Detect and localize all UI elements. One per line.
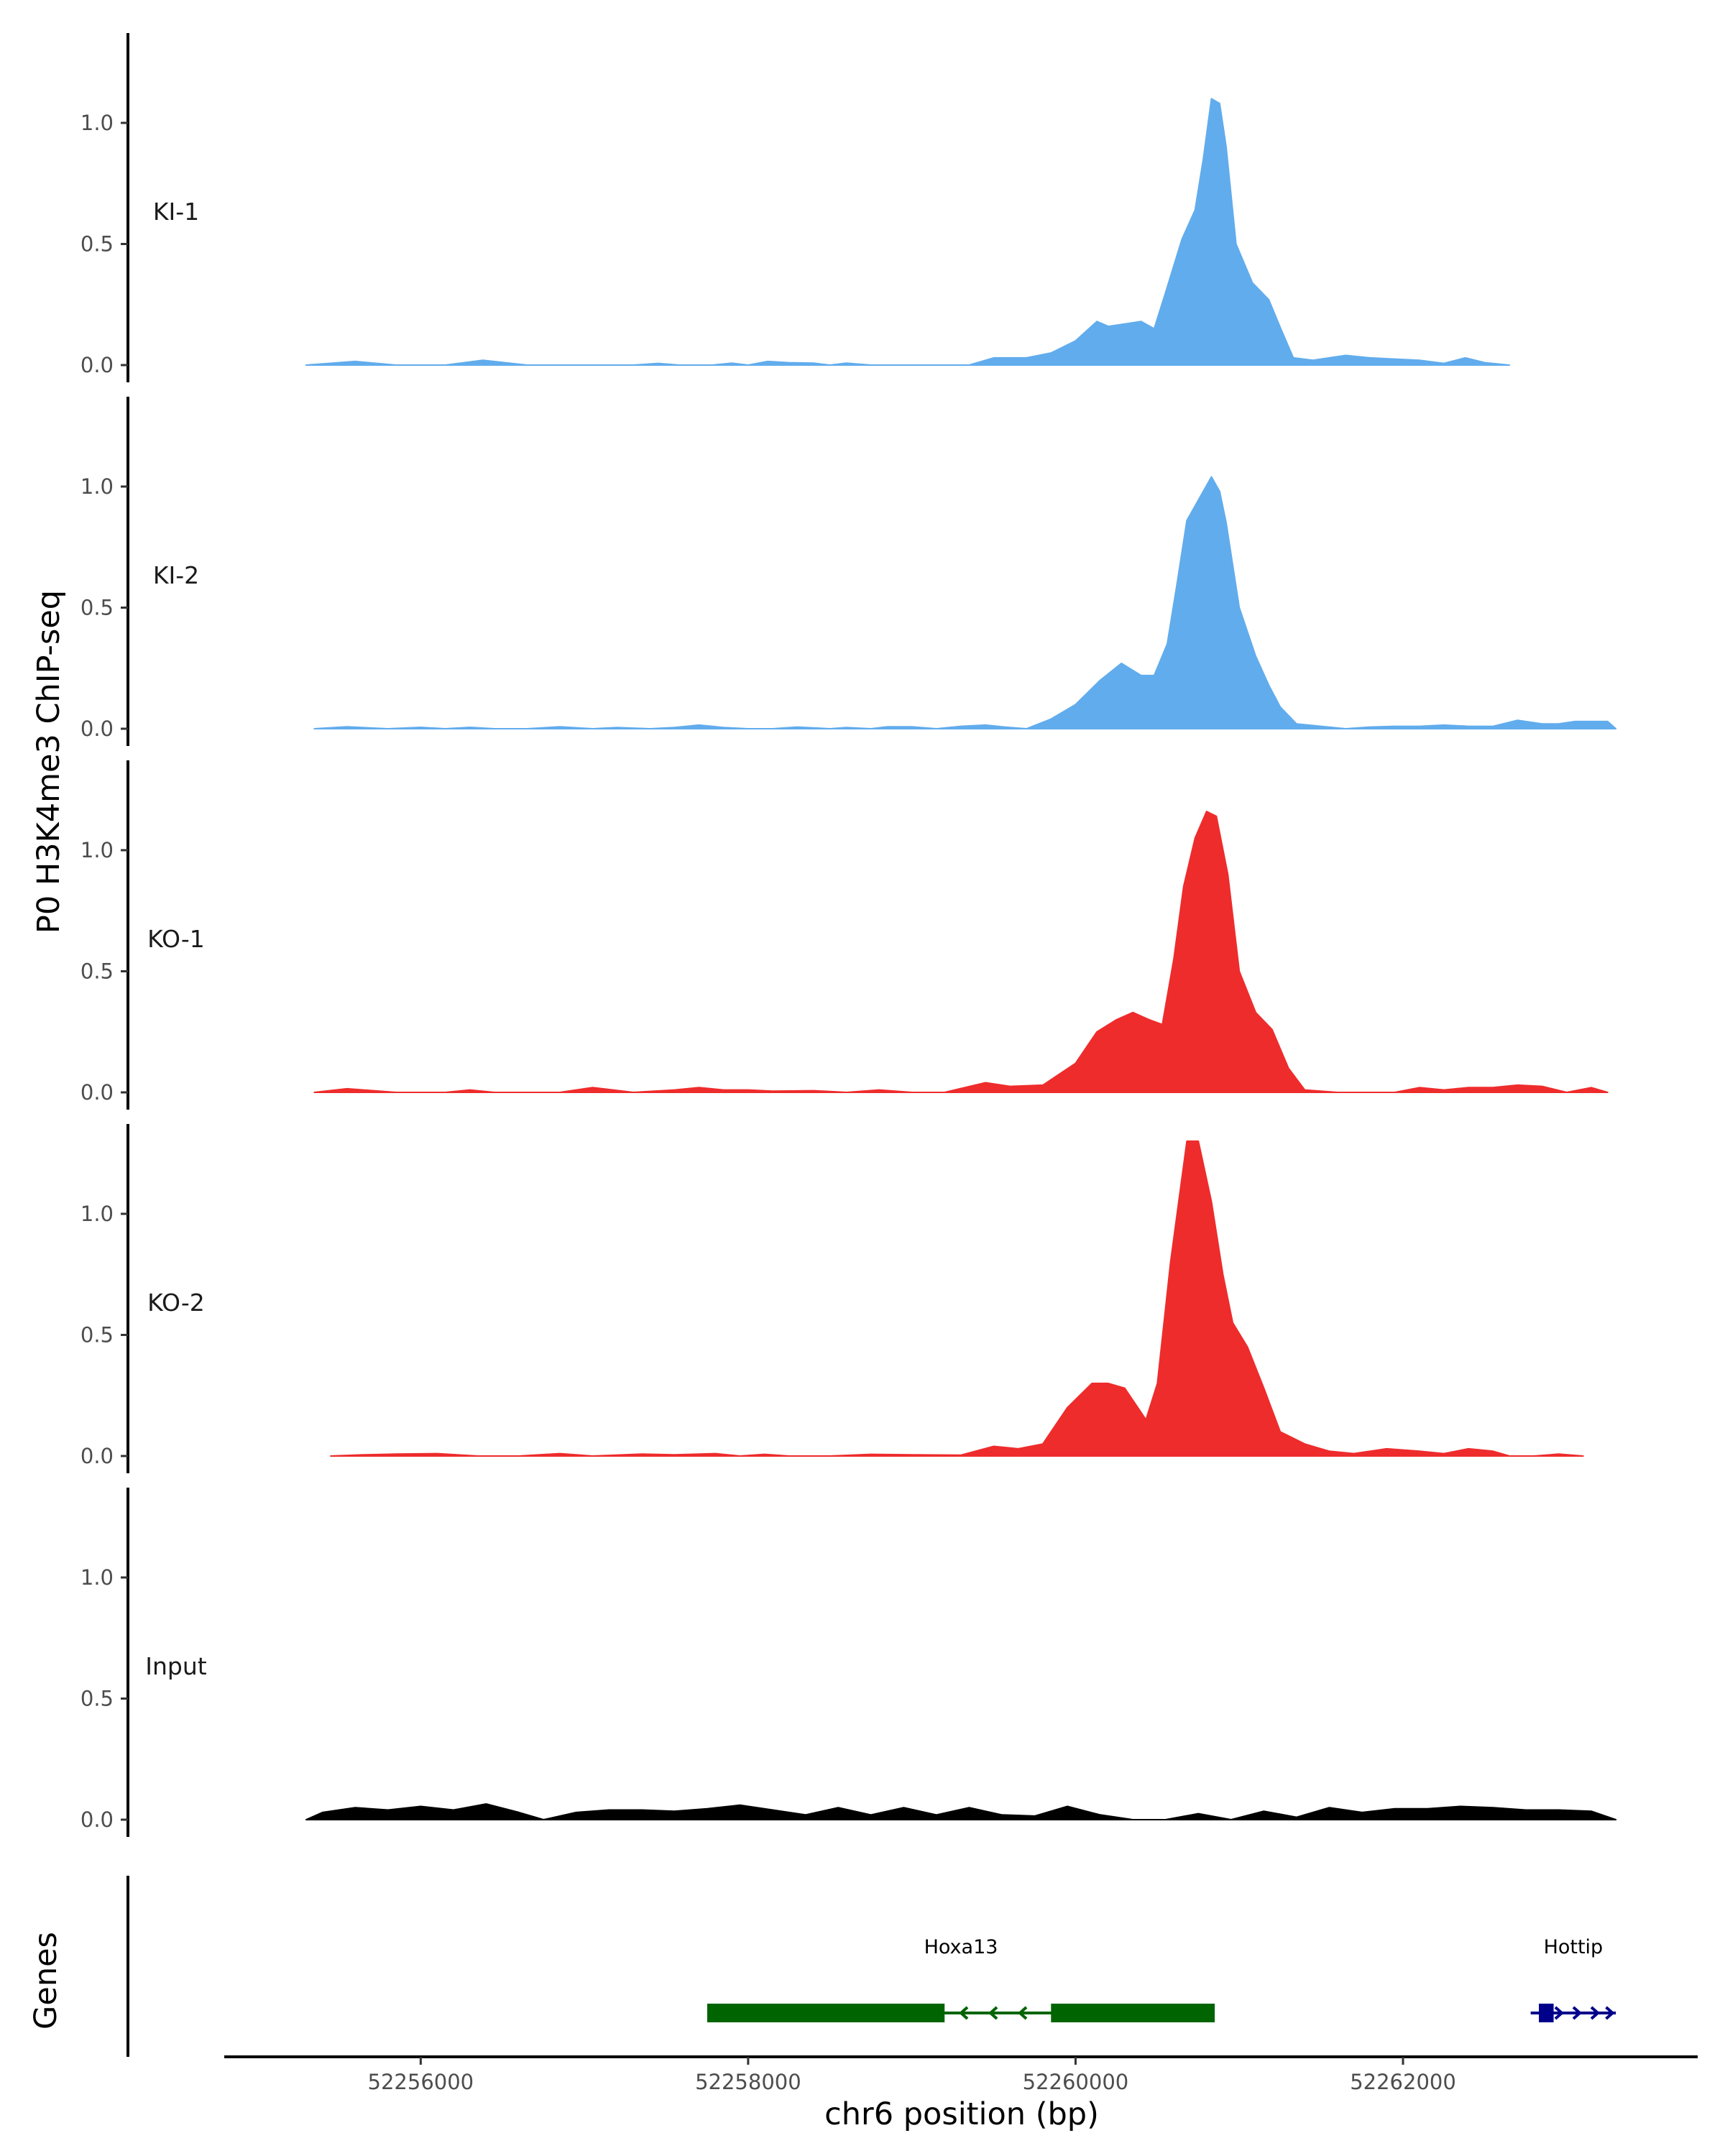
y-tick-label: 1.0: [80, 1565, 114, 1590]
genes-axis-title: Genes: [28, 1932, 64, 2030]
signal-area-ki-1: [305, 98, 1511, 366]
track-ki-2: 0.0 0.5 1.0 KI-2: [80, 397, 1617, 746]
y-tick-label: 1.0: [80, 1202, 114, 1226]
strand-arrow: [1017, 2006, 1028, 2020]
x-axis-title: chr6 position (bp): [824, 2096, 1099, 2132]
signal-tracks: 0.00.51.0KI-10.00.51.0KI-20.00.51.0KO-10…: [80, 33, 1617, 1837]
x-tick-label: 52262000: [1350, 2070, 1456, 2094]
x-axis: 52256000 52258000 52260000 52262000: [224, 2055, 1698, 2094]
strand-arrow: [1590, 2006, 1601, 2020]
signal-area-ko-1: [313, 811, 1609, 1093]
x-tick-label: 52256000: [368, 2070, 474, 2094]
y-tick-label: 0.5: [80, 596, 114, 620]
gene-name-label: Hoxa13: [924, 1936, 998, 1958]
track-label: KO-1: [147, 925, 205, 953]
x-tick-label: 52258000: [695, 2070, 801, 2094]
genes-panel: Hoxa13 Hottip: [126, 1876, 1616, 2057]
y-tick-label: 0.5: [80, 959, 114, 984]
track-label: KI-1: [153, 198, 199, 226]
strand-arrow: [958, 2006, 969, 2020]
strand-arrow: [988, 2006, 998, 2020]
y-tick-label: 1.0: [80, 474, 114, 499]
track-ko-2: 0.0 0.5 1.0 KO-2: [80, 1124, 1584, 1473]
strand-arrow: [1554, 2006, 1564, 2020]
y-tick-label: 0.0: [80, 1080, 114, 1105]
strand-arrow: [1572, 2006, 1583, 2020]
track-label: KO-2: [147, 1289, 205, 1317]
y-tick-label: 0.0: [80, 717, 114, 741]
gene-exon: [707, 2004, 945, 2022]
y-tick-label: 0.5: [80, 1323, 114, 1348]
strand-arrow: [1605, 2006, 1615, 2020]
track-label: KI-2: [153, 561, 199, 589]
gene-name-label: Hottip: [1544, 1936, 1604, 1958]
y-tick-label: 1.0: [80, 111, 114, 135]
x-tick-label: 52260000: [1023, 2070, 1129, 2094]
track-input: 0.0 0.5 1.0 Input: [80, 1488, 1617, 1837]
track-ki-1: 0.0 0.5 1.0 KI-1: [80, 33, 1511, 382]
track-ko-1: 0.0 0.5 1.0 KO-1: [80, 760, 1609, 1110]
y-tick-label: 0.5: [80, 232, 114, 257]
signal-area-input: [305, 1803, 1617, 1820]
track-label: Input: [145, 1652, 207, 1680]
y-tick-label: 0.0: [80, 1807, 114, 1832]
y-axis-title: P0 H3K4me3 ChIP-seq: [31, 590, 67, 934]
y-tick-label: 0.5: [80, 1687, 114, 1711]
gene-exon: [1539, 2004, 1554, 2022]
signal-area-ko-2: [330, 1140, 1584, 1457]
gene-hoxa13: Hoxa13: [707, 1936, 1215, 2022]
y-tick-label: 0.0: [80, 353, 114, 377]
gene-exon: [1051, 2004, 1215, 2022]
y-tick-label: 0.0: [80, 1444, 114, 1468]
gene-hottip: Hottip: [1530, 1936, 1616, 2022]
y-tick-label: 1.0: [80, 838, 114, 862]
signal-area-ki-2: [313, 476, 1617, 729]
